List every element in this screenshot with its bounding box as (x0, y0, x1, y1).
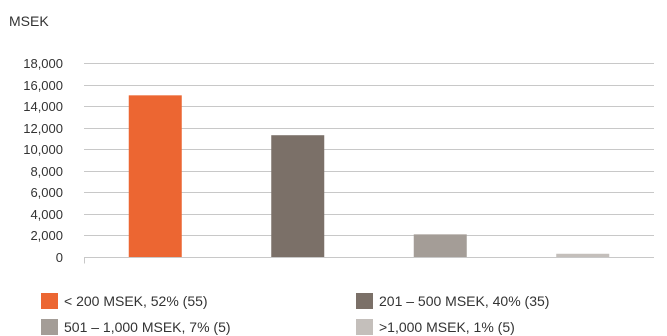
bar (413, 234, 467, 257)
bar (271, 135, 325, 257)
legend-swatch (356, 293, 373, 309)
y-axis-unit-label: MSEK (9, 13, 49, 29)
legend-label: < 200 MSEK, 52% (55) (64, 293, 208, 309)
y-tick-label: 4,000 (30, 207, 63, 222)
y-tick-label: 16,000 (23, 78, 63, 93)
y-tick-label: 18,000 (23, 56, 63, 71)
y-tick-label: 12,000 (23, 121, 63, 136)
y-tick-label: 0 (56, 250, 63, 265)
legend-label: >1,000 MSEK, 1% (5) (379, 319, 515, 335)
y-tick-label: 8,000 (30, 164, 63, 179)
y-tick-label: 10,000 (23, 142, 63, 157)
legend-swatch (41, 319, 58, 335)
legend-label: 201 – 500 MSEK, 40% (35) (379, 293, 549, 309)
legend-swatch (41, 293, 58, 309)
bar (556, 253, 610, 257)
legend-swatch (356, 319, 373, 335)
y-tick-label: 14,000 (23, 99, 63, 114)
y-tick-label: 2,000 (30, 228, 63, 243)
y-tick-label: 6,000 (30, 185, 63, 200)
legend: < 200 MSEK, 52% (55) 201 – 500 MSEK, 40% … (41, 293, 549, 335)
bar (128, 95, 182, 257)
bars (128, 95, 610, 257)
legend-label: 501 – 1,000 MSEK, 7% (5) (64, 319, 231, 335)
y-axis-tick-labels: 0 2,000 4,000 6,000 8,000 10,000 12,000 14,000 1… (23, 56, 63, 265)
